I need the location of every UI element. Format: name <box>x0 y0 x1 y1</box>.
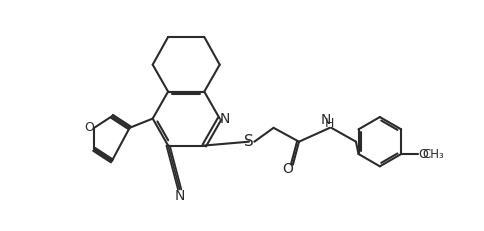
Text: N: N <box>320 113 331 127</box>
Text: S: S <box>243 134 253 149</box>
Text: N: N <box>174 188 184 203</box>
Text: H: H <box>324 118 334 131</box>
Text: O: O <box>84 121 93 134</box>
Text: O: O <box>281 162 292 176</box>
Text: N: N <box>219 112 230 126</box>
Text: O: O <box>417 148 427 161</box>
Text: CH₃: CH₃ <box>421 148 443 161</box>
